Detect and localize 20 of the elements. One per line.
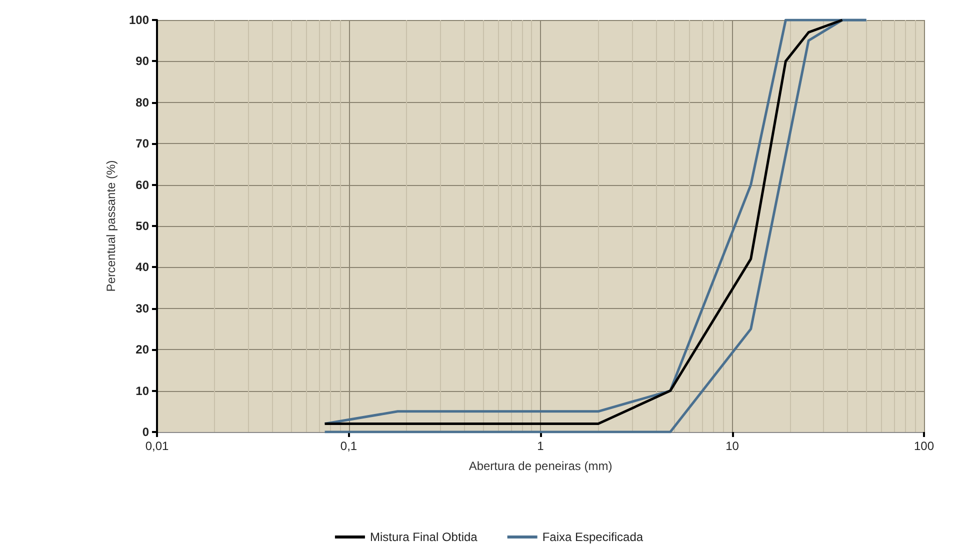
x-axis-title: Abertura de peneiras (mm) xyxy=(468,459,612,473)
y-tick-label: 40 xyxy=(136,260,150,274)
y-tick-label: 20 xyxy=(136,342,150,357)
y-tick-label: 50 xyxy=(136,219,150,233)
y-tick-label: 70 xyxy=(136,136,150,151)
x-tick-label: 0,01 xyxy=(145,439,169,453)
x-tick-label: 0,1 xyxy=(340,439,358,453)
x-tick-label: 10 xyxy=(726,439,740,453)
legend-label: Mistura Final Obtida xyxy=(370,530,478,544)
y-tick-label: 80 xyxy=(136,95,150,110)
y-tick-label: 30 xyxy=(136,301,150,316)
legend-label: Faixa Especificada xyxy=(542,530,644,544)
y-tick-label: 90 xyxy=(136,54,150,68)
y-axis-title: Percentual passante (%) xyxy=(104,160,118,292)
x-tick-label: 100 xyxy=(914,439,934,453)
y-tick-label: 0 xyxy=(142,425,150,439)
x-tick-label: 1 xyxy=(537,439,544,453)
y-tick-label: 60 xyxy=(136,178,150,192)
y-tick-label: 10 xyxy=(136,384,150,398)
y-tick-label: 100 xyxy=(128,13,150,27)
